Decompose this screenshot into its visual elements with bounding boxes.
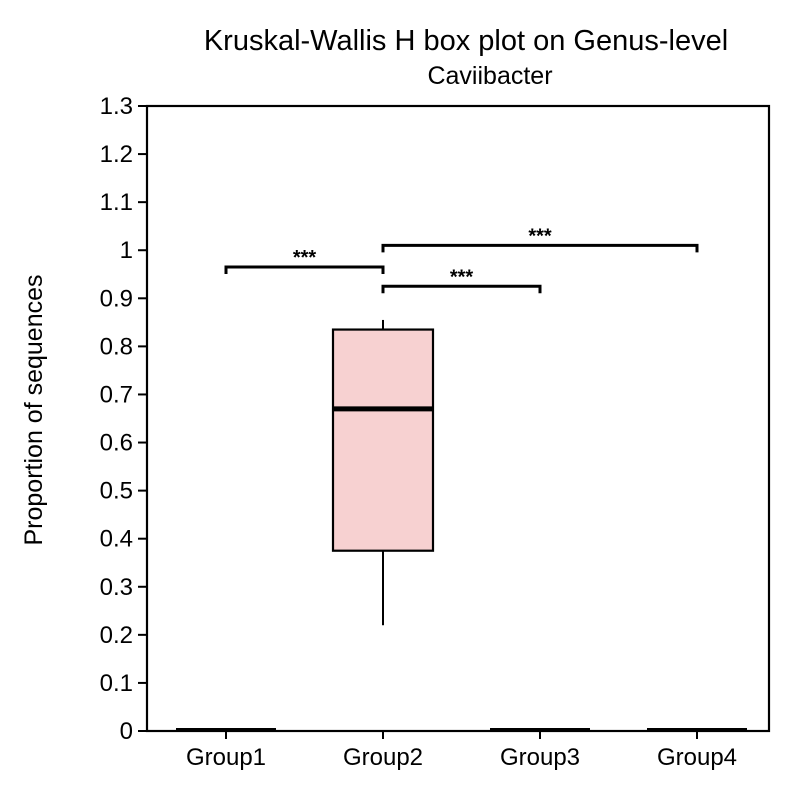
y-tick-label: 1.2 [100,141,133,168]
y-tick-label: 1.3 [100,93,133,120]
x-tick-label: Group3 [500,744,580,771]
significance-brackets: *** *** *** [224,225,699,294]
bracket-line [381,243,699,253]
significance-label: *** [293,247,317,269]
significance-label: *** [528,225,552,247]
y-tick-label: 0.1 [100,670,133,697]
y-tick-label: 1 [120,237,133,264]
y-tick-label: 0.8 [100,333,133,360]
y-tick-label: 0.3 [100,574,133,601]
significance-bracket: *** [381,225,699,253]
significance-label: *** [450,266,474,288]
y-tick-label: 0.4 [100,526,133,553]
y-tick-label: 0.6 [100,430,133,457]
chart-title: Kruskal-Wallis H box plot on Genus-level [204,25,728,57]
significance-bracket: *** [224,247,385,275]
y-tick-label: 0 [120,718,133,745]
plot-frame [145,104,771,733]
chart-subtitle: Caviibacter [427,62,552,90]
y-tick-label: 0.2 [100,622,133,649]
bracket-line [381,284,542,294]
box-group2 [331,319,435,626]
y-axis-label: Proportion of sequences [20,274,48,545]
y-tick-label: 0.7 [100,381,133,408]
bracket-line [224,265,385,275]
x-tick-label: Group4 [657,744,737,771]
box-body [331,328,435,552]
significance-bracket: *** [381,266,542,294]
y-tick-label: 1.1 [100,189,133,216]
x-tick-label: Group1 [186,744,266,771]
y-tick-label: 0.9 [100,285,133,312]
box-series [176,319,747,732]
x-axis-ticks: Group1 Group2 Group3 Group4 [186,731,737,771]
x-tick-label: Group2 [343,744,423,771]
y-axis-ticks: 0 0.1 0.2 0.3 0.4 0.5 0.6 0.7 0.8 0.9 1 1.1 1.2 1.3 [100,93,147,745]
y-tick-label: 0.5 [100,478,133,505]
